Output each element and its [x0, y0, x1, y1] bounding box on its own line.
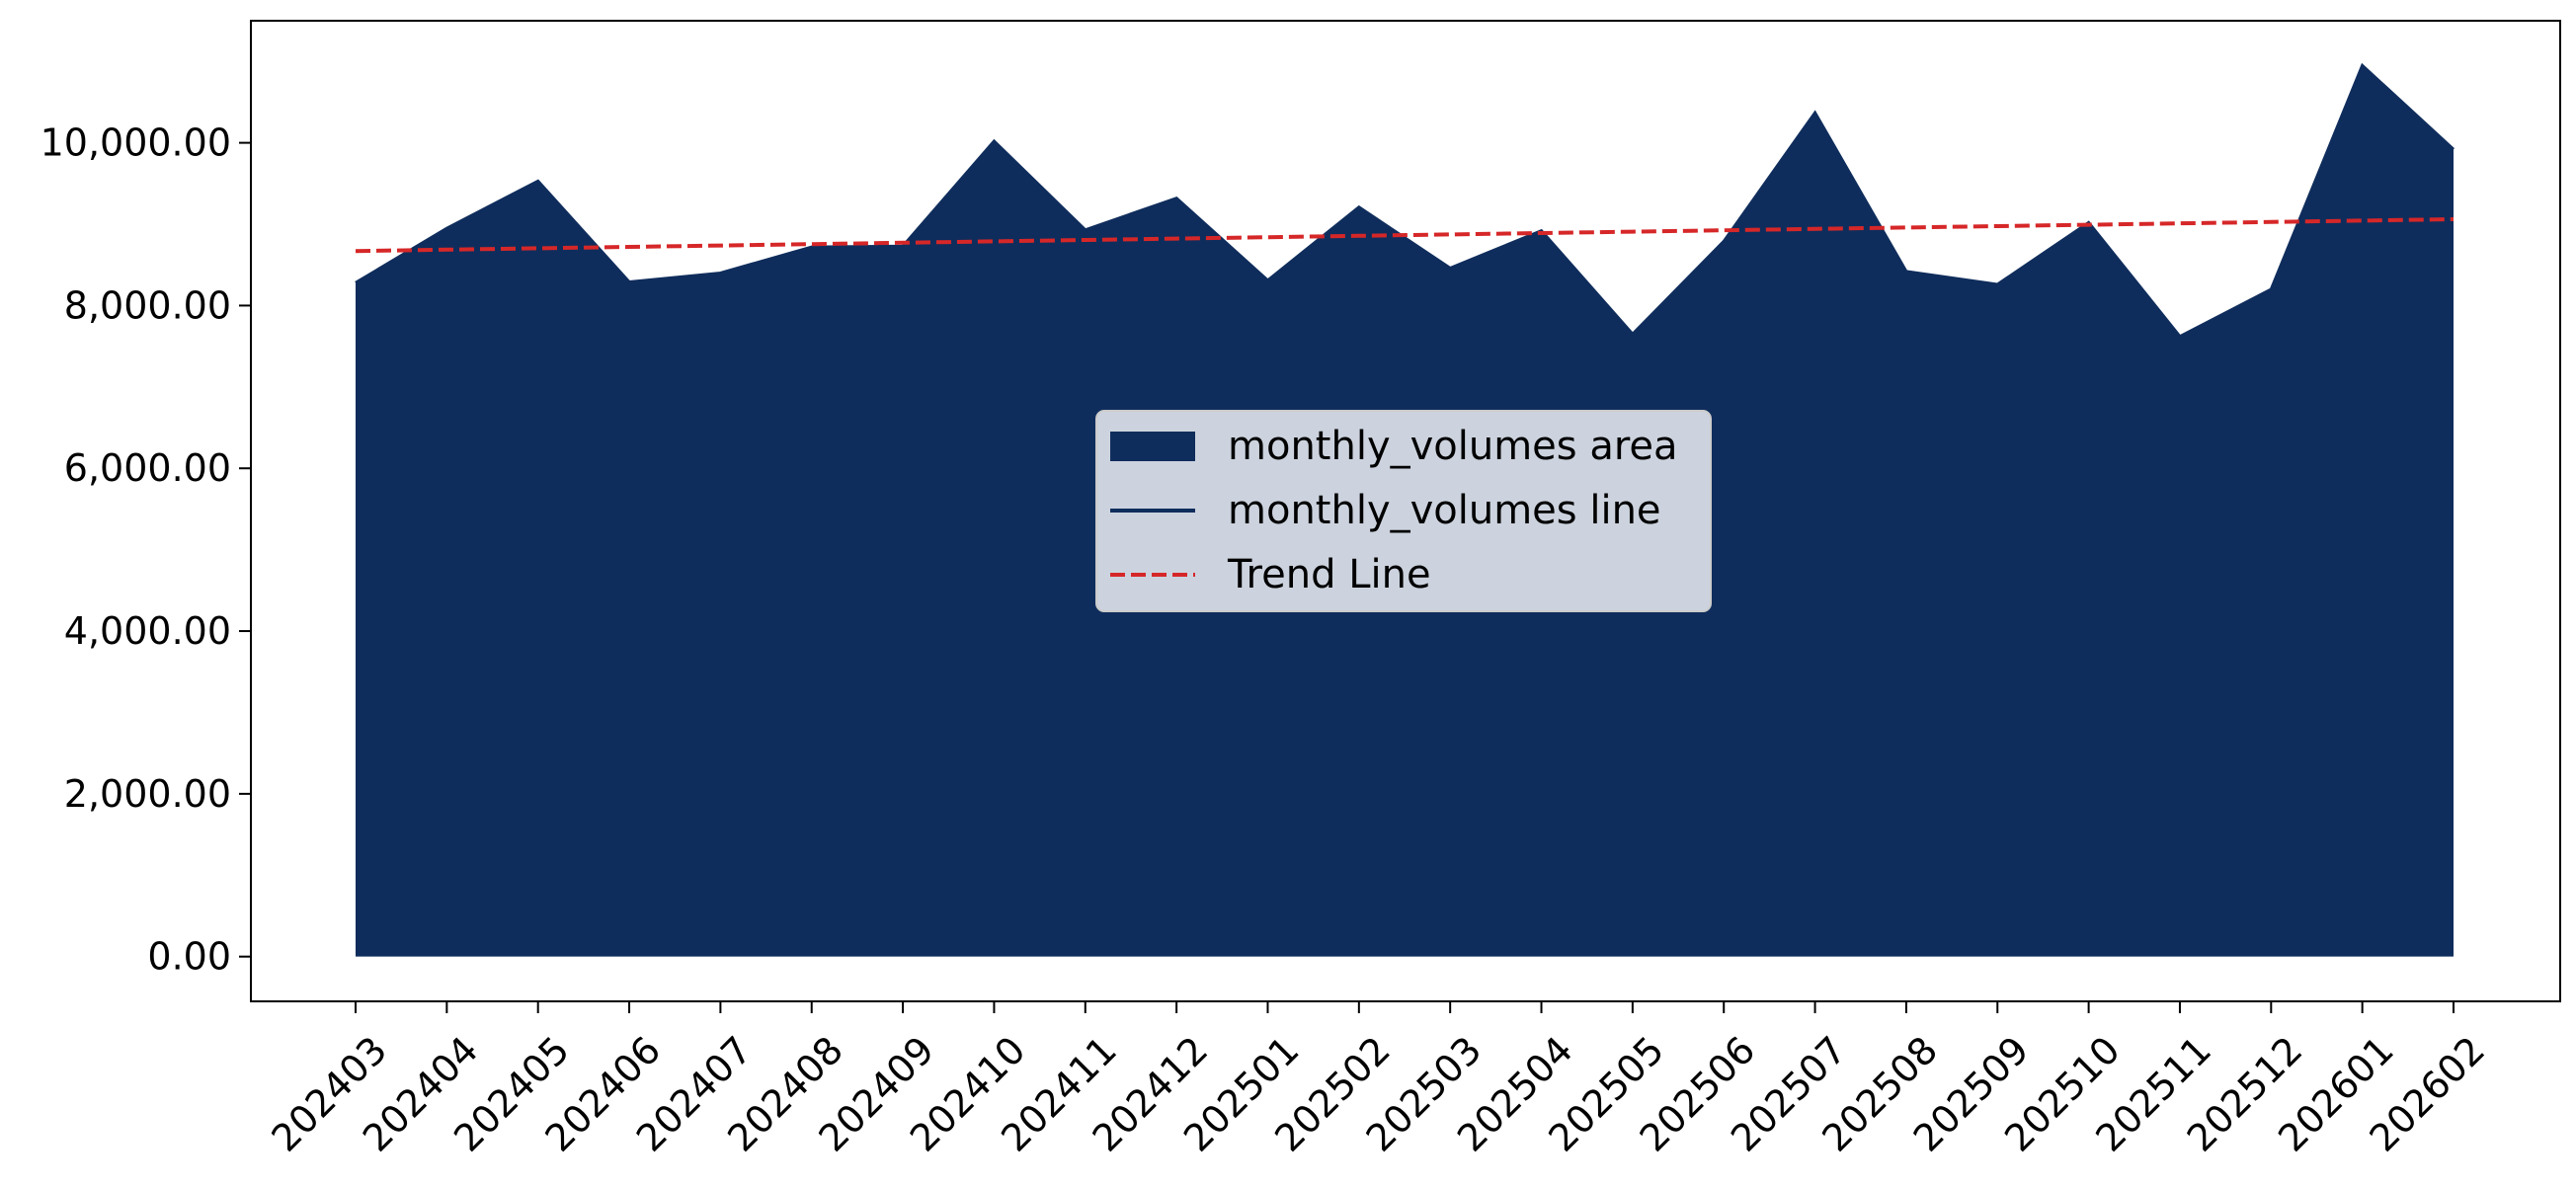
y-tick-label: 8,000.00	[64, 283, 231, 327]
x-axis: 2024032024042024052024062024072024082024…	[263, 1001, 2493, 1160]
legend-box	[1095, 410, 1712, 612]
legend-label: Trend Line	[1227, 552, 1431, 597]
y-tick-label: 6,000.00	[64, 446, 231, 490]
y-tick-label: 2,000.00	[64, 772, 231, 816]
y-tick-label: 0.00	[147, 935, 231, 979]
y-tick-label: 4,000.00	[64, 609, 231, 653]
legend: monthly_volumes area monthly_volumes line…	[1095, 410, 1712, 612]
series-line-monthly-volumes	[355, 62, 2455, 339]
legend-label: monthly_volumes area	[1228, 424, 1678, 469]
legend-swatch-patch	[1110, 432, 1195, 461]
legend-label: monthly_volumes line	[1228, 488, 1661, 533]
y-axis: 0.00 2,000.00 4,000.00 6,000.00 8,000.00 10,0…	[40, 121, 251, 979]
y-tick-label: 10,000.00	[40, 121, 231, 165]
series-trend-line	[355, 216, 2455, 254]
plot-frame	[250, 20, 2561, 1002]
